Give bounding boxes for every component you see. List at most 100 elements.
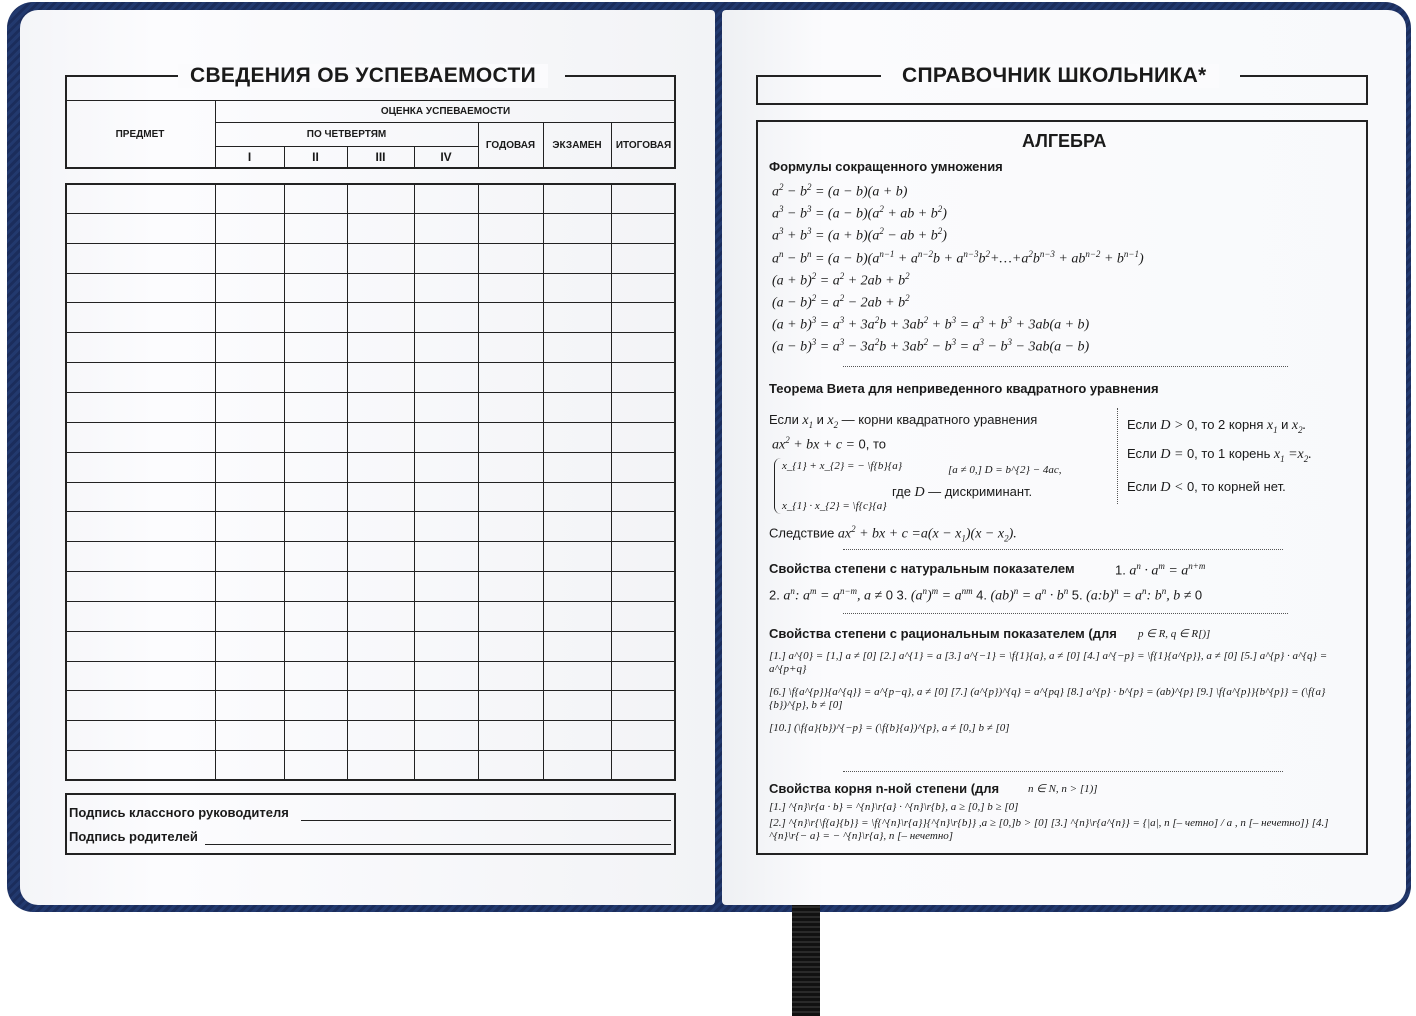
table-line <box>65 779 676 781</box>
vieta-title: Теорема Виета для неприведенного квадрат… <box>769 381 1159 396</box>
root-title: Свойства корня n-ной степени (для <box>769 781 1000 796</box>
abbr-formula: a2 − b2 = (a − b)(a + b) <box>772 182 908 200</box>
reference-title-box <box>756 75 1368 105</box>
table-row[interactable] <box>65 422 676 451</box>
table-line <box>543 122 544 168</box>
root-rules: [2.] ^{n}\r{\f{a}{b}} = \f{^{n}\r{a}}{^{… <box>769 817 1329 842</box>
abbr-formula: (a − b)3 = a3 − 3a2b + 3ab2 − b3 = a3 − … <box>772 337 1090 356</box>
table-line <box>565 75 676 77</box>
rat-title: Свойства степени с рациональным показате… <box>769 626 1117 641</box>
table-line <box>478 183 479 780</box>
roots-case-3: Если D < 0, то корней нет. <box>1127 479 1286 495</box>
table-line <box>65 631 676 632</box>
table-row[interactable] <box>65 302 676 331</box>
table-row[interactable] <box>65 183 676 212</box>
root-rule-1: [1.] ^{n}\r{a · b} = ^{n}\r{a} · ^{n}\r{… <box>769 801 1019 813</box>
table-line <box>347 146 348 168</box>
table-line <box>215 122 676 123</box>
table-row[interactable] <box>65 482 676 511</box>
abbr-title: Формулы сокращенного умножения <box>769 159 1003 174</box>
table-line <box>414 183 415 780</box>
table-row[interactable] <box>65 452 676 481</box>
rat-rules-1: [1.] a^{0} = [1,] a ≠ [0] [2.] a^{1} = a… <box>769 650 1328 675</box>
table-row[interactable] <box>65 601 676 630</box>
table-line <box>65 302 676 303</box>
table-line <box>65 75 178 77</box>
section-title: АЛГЕБРА <box>1022 131 1107 151</box>
bookmark-ribbon[interactable] <box>792 905 820 1016</box>
rat-rules-3: [10.] (\f{a}{b})^{−p} = (\f{b}{a})^{p}, … <box>769 722 1010 734</box>
roots-case-2: Если D = 0, то 1 корень x1 =x2. <box>1127 446 1312 464</box>
table-line <box>65 750 676 751</box>
table-line <box>215 183 216 780</box>
abbr-formula: (a + b)3 = a3 + 3a2b + 3ab2 + b3 = a3 + … <box>772 315 1090 333</box>
vieta-line-2: ax2 + bx + c = 0, то <box>772 435 886 453</box>
table-line <box>65 511 676 512</box>
table-line <box>65 661 676 662</box>
rat-condition: p ∈ R, q ∈ R[)] <box>1138 628 1211 640</box>
table-line <box>65 720 676 721</box>
discriminant-note: где D — дискриминант. <box>892 484 1033 500</box>
table-line <box>65 167 676 169</box>
nat-title: Свойства степени с натуральным показател… <box>769 561 1075 576</box>
table-row[interactable] <box>65 690 676 719</box>
table-row[interactable] <box>65 273 676 302</box>
table-line <box>215 100 216 168</box>
abbr-formula: a3 + b3 = (a + b)(a2 − ab + b2) <box>772 226 947 245</box>
table-row[interactable] <box>65 332 676 361</box>
abbr-formula: (a + b)2 = a2 + 2ab + b2 <box>772 270 910 289</box>
algebra-box <box>756 120 1368 855</box>
vieta-sum: x_{1} + x_{2} = − \f{b}{a} <box>782 460 903 472</box>
table-line <box>65 362 676 363</box>
table-line <box>543 183 544 780</box>
signature-parents-line[interactable] <box>205 844 671 845</box>
table-row[interactable] <box>65 243 676 272</box>
table-line <box>65 332 676 333</box>
table-line <box>215 146 478 147</box>
table-row[interactable] <box>65 661 676 690</box>
table-row[interactable] <box>65 362 676 391</box>
table-line <box>65 243 676 244</box>
vieta-product: x_{1} · x_{2} = \f{c}{a} <box>782 500 887 512</box>
grades-header: ОЦЕНКА УСПЕВАЕМОСТИ <box>380 105 511 117</box>
system-brace <box>774 458 781 514</box>
table-row[interactable] <box>65 750 676 779</box>
table-row[interactable] <box>65 720 676 749</box>
abbr-formula: a3 − b3 = (a − b)(a2 + ab + b2) <box>772 204 947 222</box>
table-line <box>65 183 676 185</box>
table-line <box>65 482 676 483</box>
table-line <box>65 75 67 169</box>
table-line <box>65 541 676 542</box>
grades-title: СВЕДЕНИЯ ОБ УСПЕВАЕМОСТИ <box>178 64 548 88</box>
left-page <box>20 10 715 905</box>
nat-rule-1: 1. an · am = an+m <box>1115 561 1206 579</box>
table-line <box>65 601 676 602</box>
table-line <box>65 100 676 101</box>
exam-header: ЭКЗАМЕН <box>552 139 602 151</box>
signature-teacher-line[interactable] <box>301 820 671 821</box>
right-page <box>722 10 1406 905</box>
yearly-header: ГОДОВАЯ <box>485 139 536 151</box>
table-row[interactable] <box>65 511 676 540</box>
divider <box>843 549 1283 550</box>
abbr-formula: an − bn = (a − b)(an−1 + an−2b + an−3b2+… <box>772 248 1144 267</box>
table-row[interactable] <box>65 392 676 421</box>
quarter-4: IV <box>440 150 452 164</box>
roots-case-1: Если D > 0, то 2 корня x1 и x2. <box>1127 417 1307 435</box>
quarter-1: I <box>247 150 252 164</box>
vieta-line-1: Если x1 и x2 — корни квадратного уравнен… <box>769 412 1038 430</box>
table-line <box>611 122 612 168</box>
table-row[interactable] <box>65 213 676 242</box>
table-line <box>478 122 479 168</box>
table-row[interactable] <box>65 571 676 600</box>
root-condition: n ∈ N, n > [1)] <box>1028 783 1098 795</box>
table-line <box>284 146 285 168</box>
table-line <box>65 690 676 691</box>
table-row[interactable] <box>65 541 676 570</box>
reference-title: СПРАВОЧНИК ШКОЛЬНИКА* <box>890 64 1219 88</box>
vieta-corollary: Следствие ax2 + bx + c =a(x − x1)(x − x2… <box>769 524 1017 544</box>
table-row[interactable] <box>65 631 676 660</box>
discriminant: [a ≠ 0,] D = b^{2} − 4ac, <box>948 464 1062 476</box>
rat-rules-2: [6.] \f{a^{p}}{a^{q}} = a^{p−q}, a ≠ [0]… <box>769 686 1326 711</box>
divider <box>843 771 1283 772</box>
